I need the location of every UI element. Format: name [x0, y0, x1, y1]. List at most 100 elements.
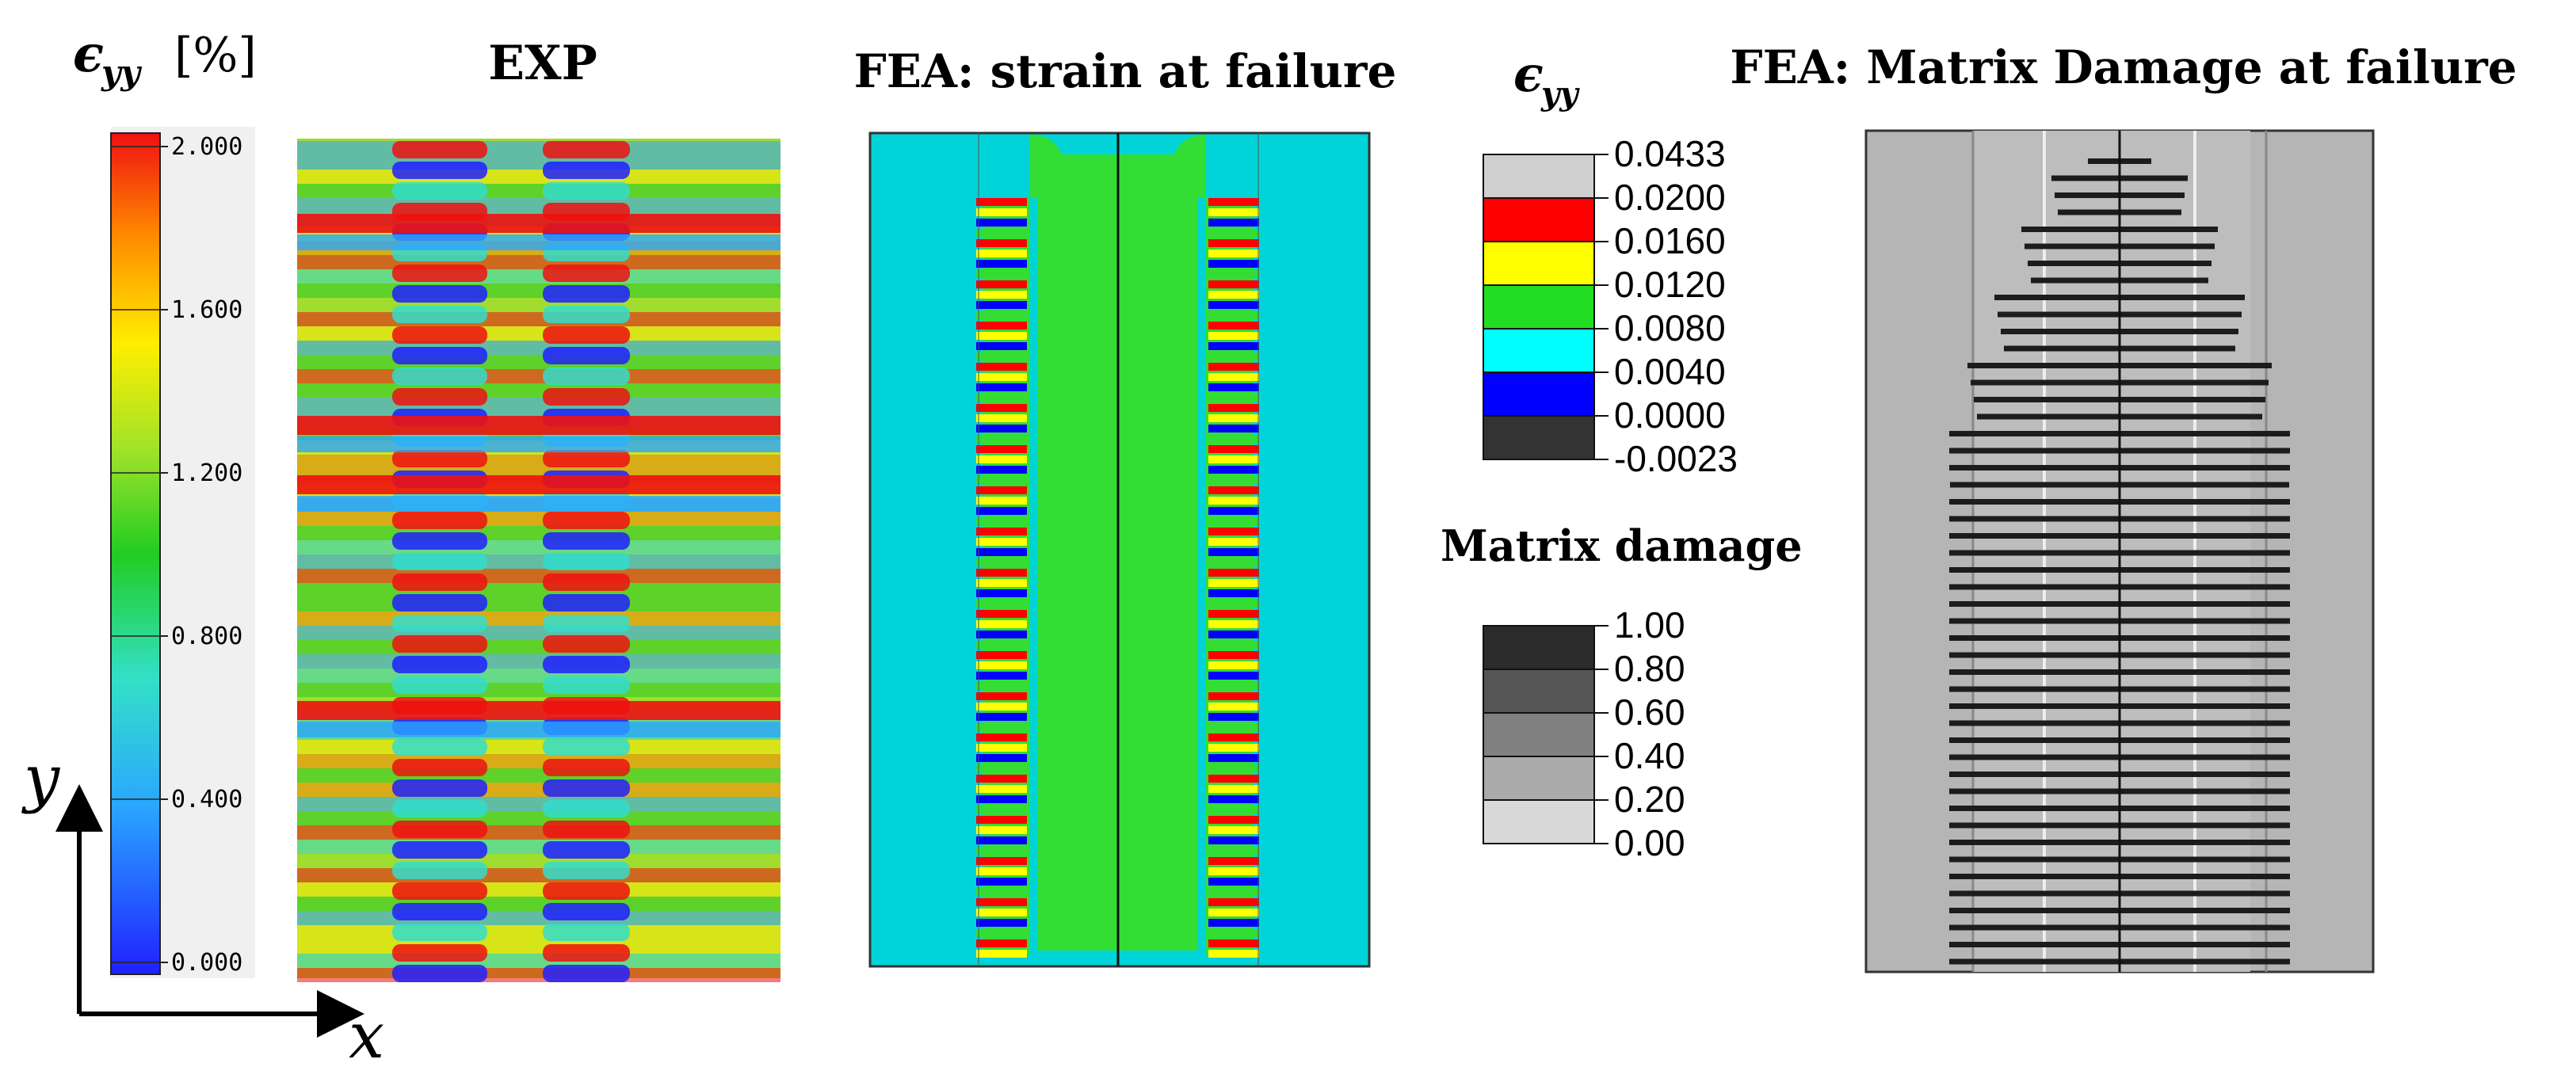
fea-strain-stripe [976, 270, 1027, 278]
damage-legend-swatch [1483, 712, 1595, 757]
strain-legend-swatch [1483, 197, 1595, 242]
fea-strain-stripe [1208, 311, 1259, 319]
exp-strain-spot [392, 676, 487, 694]
fea-strain-stripe [976, 857, 1027, 865]
exp-strain-spot [392, 882, 487, 900]
fea-strain-stripe [976, 733, 1027, 741]
fea-strain-stripe [976, 332, 1027, 340]
exp-band [297, 654, 780, 669]
fea-strain-stripe [1208, 548, 1259, 556]
exp-strain-spot [392, 182, 487, 200]
exp-strain-spot [543, 965, 630, 982]
exp-strain-spot [392, 573, 487, 591]
exp-colorbar-tick-label: 1.200 [171, 459, 242, 487]
exp-strain-spot [392, 532, 487, 550]
fea-strain-stripe [976, 538, 1027, 546]
exp-band [297, 341, 780, 355]
fea-strain-stripe [976, 260, 1027, 268]
exp-strain-spot [392, 512, 487, 529]
fea-strain-stripe [976, 826, 1027, 834]
exp-strain-spot [543, 573, 630, 591]
fea-strain-stripe [1208, 332, 1259, 340]
fea-strain-stripe [976, 898, 1027, 906]
exp-band [297, 312, 780, 326]
exp-strain-spot [543, 306, 630, 323]
exp-colorbar: ϵ yy [%] 2.000 1.600 1.200 0.800 0.400 0.000 [73, 25, 257, 978]
fea-strain-stripe [1208, 219, 1259, 227]
exp-strain-spot [543, 944, 630, 962]
exp-band [297, 626, 780, 640]
exp-strain-spot [392, 368, 487, 385]
exp-strain-spot [543, 368, 630, 385]
fea-strain-stripe [976, 589, 1027, 597]
exp-band [297, 854, 780, 868]
fea-strain-stripe [976, 291, 1027, 299]
x-axis-label: x [349, 999, 384, 1072]
exp-strain-spot [543, 285, 630, 303]
exp-band [297, 184, 780, 198]
exp-band [297, 326, 780, 341]
exp-strain-spot [392, 862, 487, 879]
fea-strain-stripe [1208, 898, 1259, 906]
fea-strain-stripe [976, 250, 1027, 257]
damage-legend: Matrix damage 1.000.800.600.400.200.00 [1441, 520, 1803, 863]
fea-strain-stripe [976, 311, 1027, 319]
damage-legend-value: 0.80 [1614, 648, 1685, 689]
fea-strain-stripe [1208, 826, 1259, 834]
exp-strain-spot [543, 635, 630, 653]
exp-band [297, 882, 780, 897]
strain-legend-subscript: yy [1540, 75, 1580, 112]
exp-strain-spot [392, 594, 487, 611]
fea-damage-panel: FEA: Matrix Damage at failure [1730, 40, 2517, 973]
strain-legend: ϵ yy 0.04330.02000.01600.01200.00800.004… [1483, 45, 1738, 479]
fea-strain-stripe [1208, 363, 1259, 371]
exp-strain-spot [543, 388, 630, 406]
exp-panel: EXP [297, 36, 780, 982]
fea-strain-stripe [976, 198, 1027, 206]
fea-strain-stripe [976, 342, 1027, 350]
fea-strain-panel: FEA: strain at failure [854, 44, 1397, 968]
fea-strain-stripe [976, 528, 1027, 535]
exp-strain-spot [543, 615, 630, 632]
exp-band [297, 355, 780, 369]
fea-strain-stripe [976, 713, 1027, 721]
fea-strain-stripe [976, 280, 1027, 288]
fea-strain-stripe [1208, 888, 1259, 896]
exp-band [297, 783, 780, 797]
fea-strain-stripe [976, 404, 1027, 412]
fea-strain-stripe [976, 414, 1027, 422]
fea-strain-stripe [1208, 909, 1259, 916]
exp-strain-spot [392, 944, 487, 962]
strain-legend-swatch [1483, 241, 1595, 286]
exp-strain-spot [543, 800, 630, 817]
damage-legend-swatch [1483, 625, 1595, 670]
exp-band [297, 398, 780, 412]
fea-strain-stripe [976, 620, 1027, 628]
exp-strain-spot [392, 285, 487, 303]
fea-strain-stripe [1208, 466, 1259, 474]
fea-strain-stripe [1208, 672, 1259, 680]
exp-colorbar-ticks: 2.000 1.600 1.200 0.800 0.400 0.000 [111, 133, 242, 977]
fea-strain-stripe [976, 569, 1027, 577]
fea-strain-title: FEA: strain at failure [854, 44, 1397, 98]
fea-strain-stripe [1208, 198, 1259, 206]
exp-blue-band [297, 496, 780, 512]
fea-strain-stripe [1208, 322, 1259, 330]
fea-strain-stripe [976, 208, 1027, 216]
fea-strain-stripe [976, 517, 1027, 525]
exp-strain-spot [543, 182, 630, 200]
exp-band [297, 383, 780, 398]
fea-strain-stripe [1208, 239, 1259, 247]
fea-strain-stripe [976, 239, 1027, 247]
fea-strain-stripe [976, 682, 1027, 690]
exp-strain-spot [392, 759, 487, 776]
exp-band [297, 298, 780, 312]
fea-strain-stripe [976, 497, 1027, 505]
fea-strain-stripe [976, 600, 1027, 608]
damage-legend-swatch [1483, 799, 1595, 844]
exp-band [297, 583, 780, 597]
exp-strain-spot [392, 924, 487, 941]
exp-strain-spot [392, 306, 487, 323]
strain-legend-swatches: 0.04330.02000.01600.01200.00800.00400.00… [1483, 133, 1738, 479]
fea-strain-stripe [976, 888, 1027, 896]
